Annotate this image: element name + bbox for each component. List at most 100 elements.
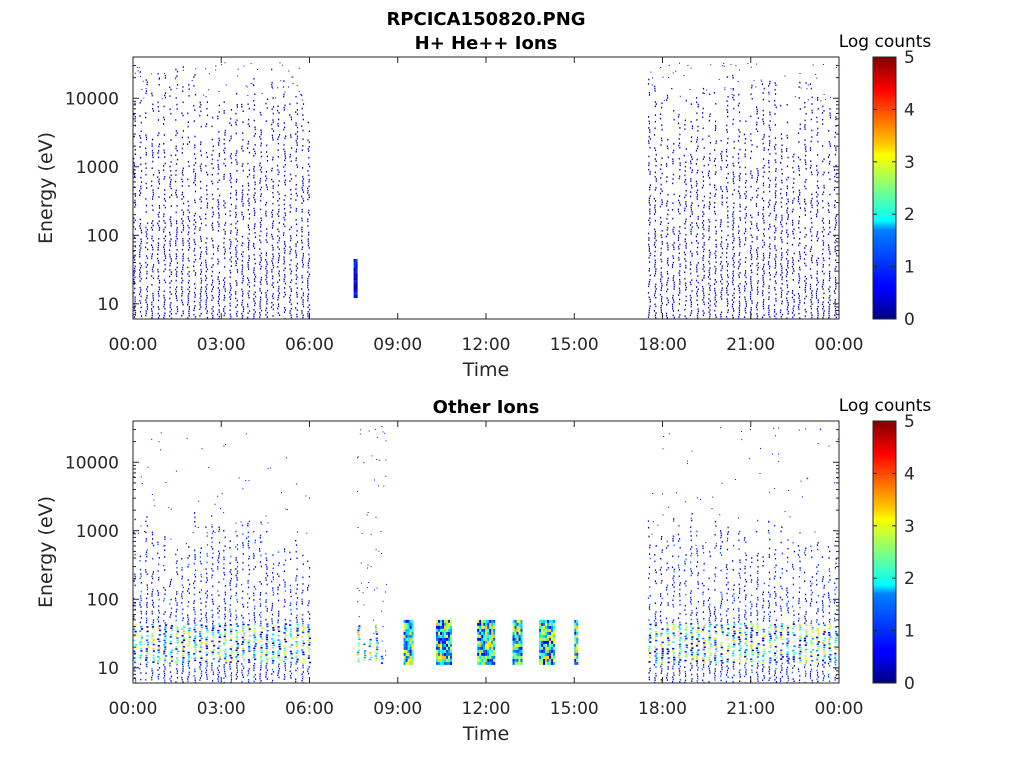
spectrogram-cell (775, 271, 777, 274)
spectrogram-cell (223, 637, 227, 640)
spectrogram-cell (176, 560, 178, 562)
spectrogram-cell (247, 544, 249, 547)
spectrogram-cell (817, 193, 819, 196)
spectrogram-cell (762, 92, 764, 94)
spectrogram-cell (272, 136, 274, 139)
spectrogram-cell (715, 239, 717, 241)
spectrogram-cell (816, 121, 818, 123)
spectrogram-cell (791, 257, 794, 259)
spectrogram-cell (163, 305, 165, 308)
spectrogram-cell (224, 613, 226, 616)
spectrogram-cell (259, 254, 261, 257)
spectrogram-cell (835, 116, 837, 118)
spectrogram-cell (139, 223, 142, 225)
spectrogram-cell (289, 301, 291, 303)
spectrogram-cell (714, 292, 716, 294)
spectrogram-cell (775, 293, 777, 296)
spectrogram-cell (265, 265, 267, 268)
spectrogram-cell (208, 467, 210, 468)
spectrogram-cell (654, 208, 656, 211)
spectrogram-cell (649, 254, 651, 257)
spectrogram-cell (295, 139, 297, 142)
spectrogram-cell (152, 656, 155, 659)
spectrogram-cell (769, 153, 771, 155)
spectrogram-cell (187, 304, 189, 306)
spectrogram-cell (248, 268, 250, 270)
spectrogram-cell (242, 623, 245, 626)
spectrogram-cell (206, 297, 208, 299)
spectrogram-cell (265, 654, 268, 656)
spectrogram-cell (200, 222, 203, 225)
spectrogram-cell (272, 224, 274, 227)
spectrogram-cell (278, 208, 280, 211)
spectrogram-cell (151, 255, 153, 257)
spectrogram-cell (763, 307, 765, 310)
spectrogram-cell (157, 277, 159, 280)
spectrogram-cell (284, 214, 287, 217)
spectrogram-cell (811, 222, 813, 224)
spectrogram-cell (248, 310, 251, 312)
spectrogram-cell (224, 662, 228, 664)
spectrogram-cell (756, 264, 758, 267)
spectrogram-cell (283, 95, 285, 98)
spectrogram-cell (780, 232, 782, 234)
spectrogram-cell (193, 675, 195, 677)
spectrogram-cell (308, 288, 310, 291)
spectrogram-cell (169, 581, 172, 583)
spectrogram-cell (835, 118, 837, 121)
spectrogram-cell (139, 663, 142, 665)
spectrogram-cell (302, 191, 305, 193)
spectrogram-cell (272, 238, 274, 240)
spectrogram-cell (295, 663, 297, 665)
spectrogram-cell (685, 242, 687, 245)
spectrogram-cell (140, 192, 142, 194)
spectrogram-cell (188, 310, 190, 313)
spectrogram-cell (259, 316, 261, 318)
spectrogram-cell (767, 307, 770, 309)
spectrogram-cell (781, 214, 783, 217)
spectrogram-cell (757, 282, 759, 284)
spectrogram-cell (164, 162, 166, 165)
spectrogram-cell (217, 566, 219, 568)
spectrogram-cell (278, 252, 280, 255)
spectrogram-cell (206, 312, 208, 315)
spectrogram-cell (650, 71, 652, 73)
spectrogram-cell (647, 292, 650, 294)
spectrogram-cell (134, 195, 136, 197)
spectrogram-cell (787, 176, 789, 179)
spectrogram-cell (697, 215, 699, 218)
spectrogram-cell (170, 651, 173, 654)
spectrogram-cell (170, 293, 172, 295)
spectrogram-cell (827, 156, 830, 158)
spectrogram-cell (157, 299, 160, 302)
spectrogram-cell (811, 136, 813, 138)
spectrogram-cell (828, 306, 830, 308)
spectrogram-cell (140, 597, 142, 599)
spectrogram-cell (768, 296, 770, 298)
spectrogram-cell (666, 202, 668, 205)
spectrogram-cell (295, 252, 297, 254)
spectrogram-cell (278, 612, 280, 615)
spectrogram-cell (284, 665, 286, 667)
spectrogram-cell (696, 171, 698, 174)
spectrogram-cell (242, 266, 244, 269)
spectrogram-cell (235, 559, 237, 561)
spectrogram-cell (703, 292, 705, 295)
spectrogram-cell (199, 633, 202, 635)
spectrogram-cell (283, 280, 285, 283)
spectrogram-cell (750, 276, 752, 278)
spectrogram-cell (272, 112, 274, 115)
spectrogram-cell (158, 640, 161, 643)
spectrogram-cell (679, 226, 681, 228)
spectrogram-cell (200, 154, 202, 157)
spectrogram-cell (259, 111, 261, 114)
spectrogram-cell (134, 311, 137, 314)
spectrogram-cell (223, 149, 225, 152)
spectrogram-cell (211, 270, 214, 273)
spectrogram-cell (816, 261, 818, 264)
spectrogram-cell (677, 245, 680, 248)
spectrogram-cell (151, 314, 153, 317)
spectrogram-cell (660, 67, 662, 69)
spectrogram-cell (277, 281, 279, 283)
spectrogram-cell (146, 663, 148, 666)
